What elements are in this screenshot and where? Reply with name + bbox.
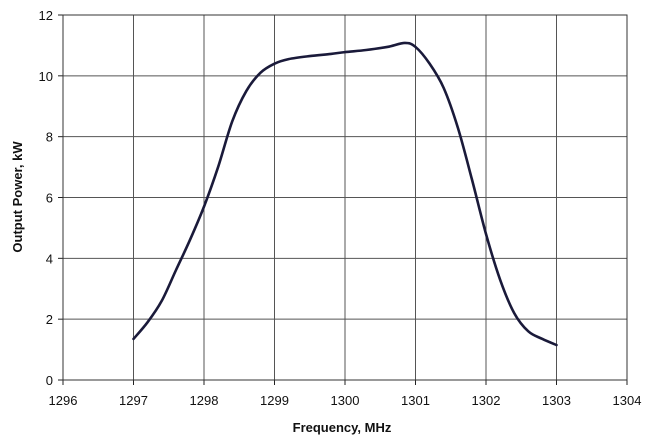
y-tick-label: 8 [46,130,53,145]
x-tick-label: 1303 [542,393,571,408]
x-axis-label: Frequency, MHz [293,420,392,435]
y-axis-label: Output Power, kW [10,141,25,253]
y-axis-tick-labels: 0 2 4 6 8 10 12 [39,8,53,388]
y-tick-label: 4 [46,251,53,266]
x-tick-label: 1297 [119,393,148,408]
series-group [132,41,558,347]
x-tick-label: 1296 [49,393,78,408]
plot-area-frame [62,14,628,381]
plot-frame [62,14,628,381]
x-tick-label: 1304 [613,393,642,408]
y-tick-label: 12 [39,8,53,23]
x-axis-tick-labels: 1296 1297 1298 1299 1300 1301 1302 1303 1304 [49,393,642,408]
y-tick-label: 0 [46,373,53,388]
y-tick-label: 2 [46,312,53,327]
y-tick-label: 6 [46,191,53,206]
series-line-output-power [132,41,558,347]
x-tick-label: 1301 [401,393,430,408]
x-tick-label: 1300 [331,393,360,408]
x-tick-label: 1298 [190,393,219,408]
x-tick-label: 1302 [472,393,501,408]
y-tick-label: 10 [39,69,53,84]
x-tick-label: 1299 [260,393,289,408]
